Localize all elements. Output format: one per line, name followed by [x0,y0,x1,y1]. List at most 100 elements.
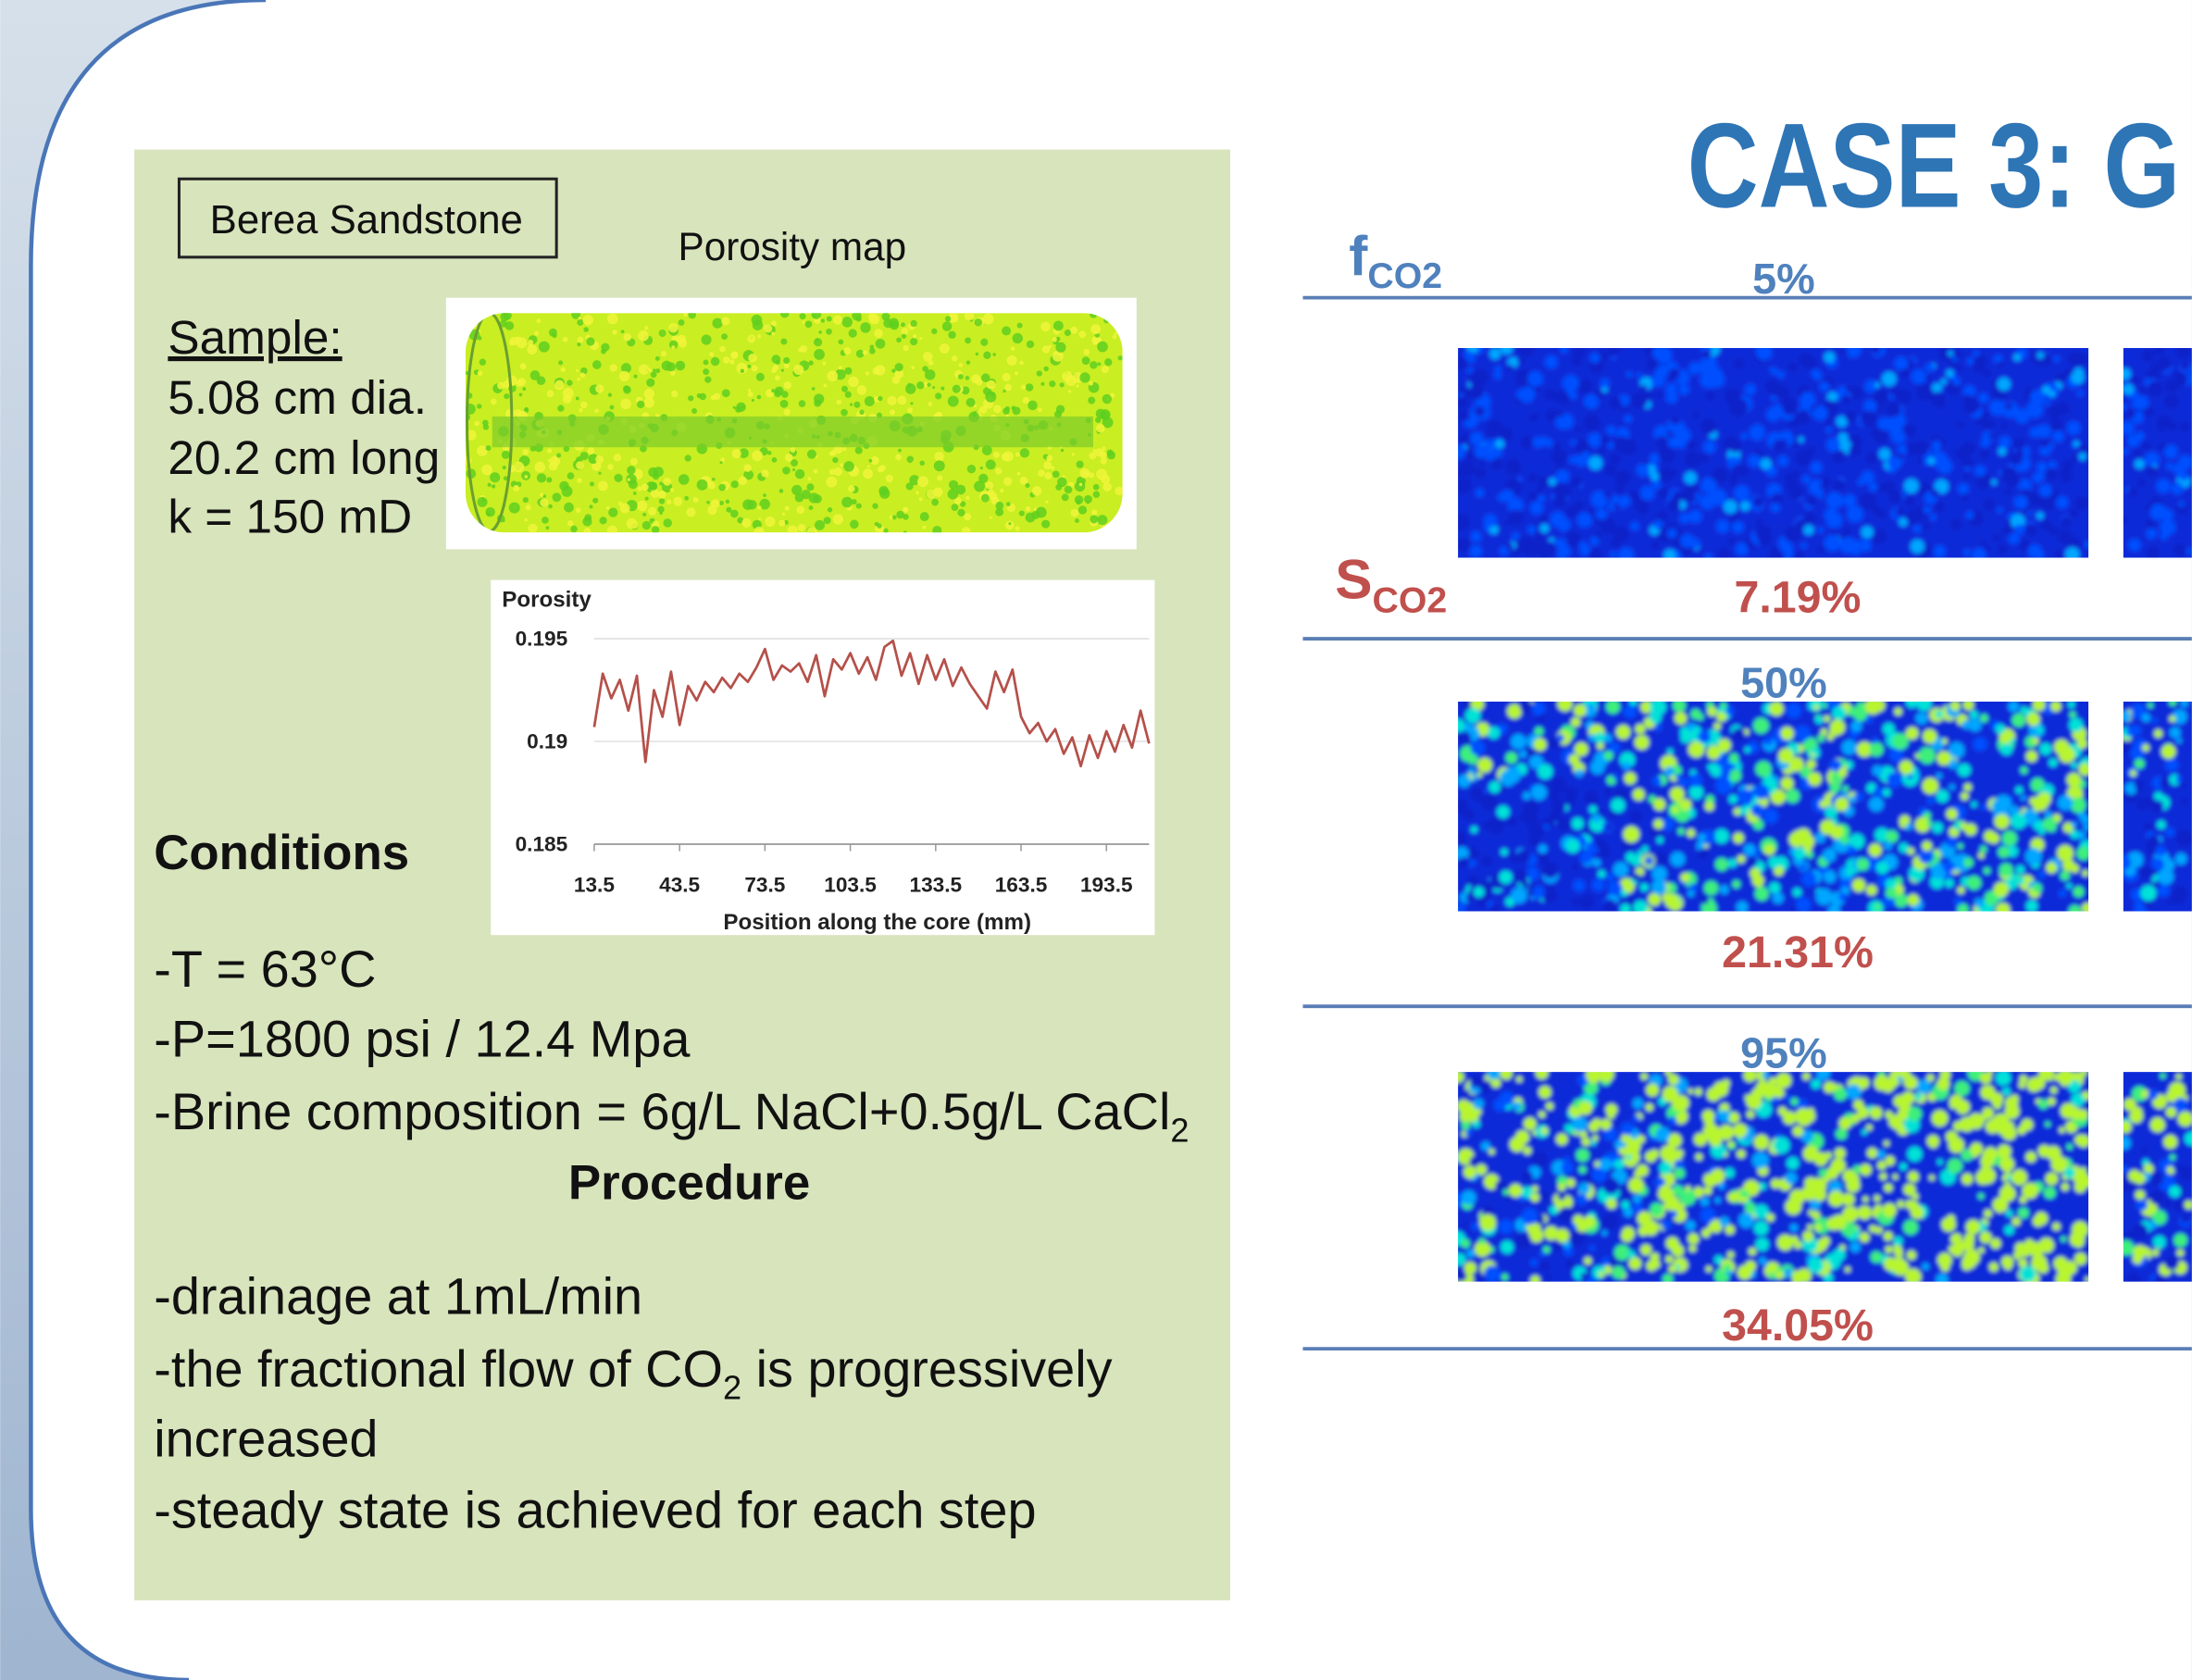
speckle [757,334,761,338]
map-blob [1832,706,1846,720]
map-blob [2138,387,2147,395]
map-blob [1625,415,1633,423]
speckle [686,507,695,516]
speckle [702,335,712,345]
speckle [709,352,714,356]
map-blob [1704,881,1719,896]
speckle [974,480,985,492]
speckle [1036,507,1047,518]
map-blob [1572,1116,1588,1132]
map-blob [2045,400,2050,405]
speckle [661,351,666,356]
speckle [526,504,531,510]
map-blob [1898,390,1912,404]
speckle [1113,335,1116,339]
map-blob [1714,1197,1721,1203]
map-blob [1530,1193,1539,1202]
map-blob [1659,1189,1668,1199]
speckle [1004,384,1012,392]
map-blob [1632,1153,1640,1162]
map-blob [1817,492,1824,499]
map-blob [1852,878,1866,892]
map-blob [1530,502,1543,515]
map-blob [1687,828,1695,837]
map-blob [1621,477,1628,484]
speckle [934,452,943,461]
speckle [651,371,657,378]
map-blob [1625,772,1637,784]
map-blob [2018,1258,2027,1267]
map-blob [1688,1233,1699,1244]
map-blob [1795,1108,1812,1125]
speckle [983,314,994,325]
map-blob [1580,1273,1588,1280]
speckle [827,316,832,321]
map-blob [1857,479,1864,486]
speckle [958,374,964,380]
map-blob [1693,412,1700,418]
map-blob [1744,844,1756,856]
map-blob [1494,366,1501,373]
speckle [659,498,665,504]
speckle [608,392,612,396]
map-blob [1929,1175,1935,1180]
map-blob [1769,1077,1777,1086]
speckle [703,368,709,375]
map-blob [1650,454,1660,464]
speckle [822,362,826,366]
speckle [519,393,523,397]
map-blob [1885,1246,1892,1253]
map-blob [2058,529,2073,544]
map-blob [1501,1274,1509,1281]
map-blob [1808,1258,1824,1274]
speckle [883,318,892,328]
speckle [1038,469,1045,477]
slide-title: CASE 3: G [1688,100,2180,233]
speckle [975,318,982,326]
speckle [841,409,848,417]
map-blob [1797,410,1811,424]
map-blob [2082,870,2088,877]
map-blob [1672,1245,1684,1257]
map-blob [1648,893,1661,906]
map-blob [2021,1119,2033,1131]
speckle [608,508,617,517]
map-blob [1522,541,1538,557]
map-blob [1646,1084,1659,1097]
map-blob [1667,749,1674,755]
map-blob [1994,815,2009,829]
map-blob [1659,467,1674,481]
map-blob [1584,394,1599,409]
map-blob [2174,1164,2183,1172]
map-blob [2012,478,2020,485]
map-blob [1473,1120,1480,1127]
map-blob [1681,550,1688,557]
map-blobs [1451,694,2096,918]
map-blob [1582,1138,1590,1146]
map-blob [1655,852,1668,865]
map-blob [2146,519,2154,528]
map-blob [1546,1102,1553,1110]
map-blob [1697,840,1704,848]
map-blob [1507,816,1517,827]
map-blob [1858,1206,1872,1220]
speckle [792,468,795,471]
speckle [935,392,941,399]
map-blob [1575,501,1584,510]
map-blob [1703,441,1716,454]
map-blob [1470,1076,1482,1088]
speckle [843,461,853,471]
sample-line: 20.2 cm long [168,431,440,484]
map-blob [1802,1231,1813,1242]
map-blob [1971,802,1976,807]
map-blob [1769,882,1780,893]
speckle [752,450,763,461]
speckle [869,459,873,463]
speckle [874,329,883,338]
speckle [1015,371,1018,375]
map-blob [1950,701,1961,711]
map-blob [1831,1214,1846,1229]
map-blob [2011,714,2025,728]
map-blob [1846,386,1853,393]
speckle [637,401,644,408]
